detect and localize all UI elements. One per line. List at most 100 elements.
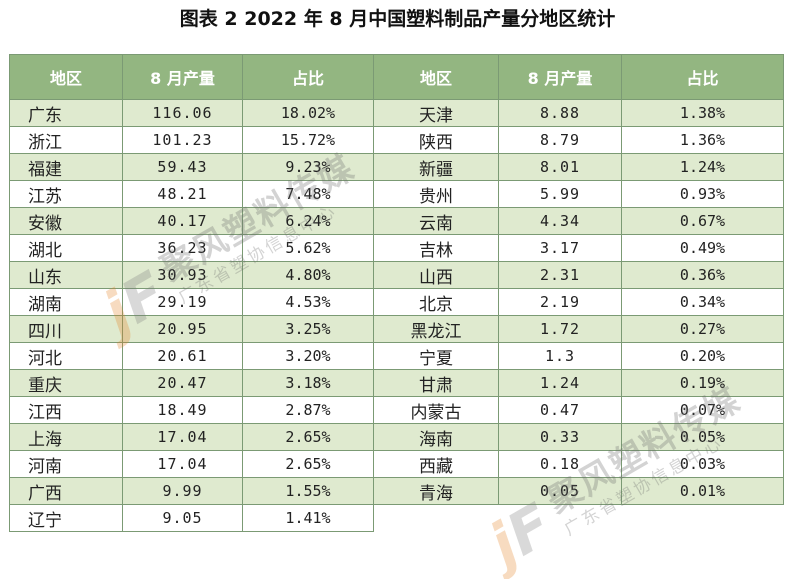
output-cell: 4.34	[498, 207, 622, 235]
output-cell: 36.23	[122, 234, 243, 262]
region-cell: 安徽	[9, 207, 123, 235]
output-cell: 30.93	[122, 261, 243, 289]
region-cell: 海南	[373, 423, 499, 451]
share-cell: 3.20%	[242, 342, 374, 370]
share-cell: 0.93%	[621, 180, 784, 208]
region-cell: 甘肃	[373, 369, 499, 397]
output-cell: 48.21	[122, 180, 243, 208]
share-cell: 3.25%	[242, 315, 374, 343]
share-cell: 18.02%	[242, 99, 374, 127]
share-cell: 5.62%	[242, 234, 374, 262]
output-cell: 29.19	[122, 288, 243, 316]
region-cell: 山东	[9, 261, 123, 289]
output-cell: 20.61	[122, 342, 243, 370]
output-cell: 2.31	[498, 261, 622, 289]
share-cell: 4.80%	[242, 261, 374, 289]
output-cell: 101.23	[122, 126, 243, 154]
share-cell: 2.87%	[242, 396, 374, 424]
region-cell: 山西	[373, 261, 499, 289]
region-cell: 吉林	[373, 234, 499, 262]
empty-cell	[373, 504, 499, 532]
output-cell: 9.99	[122, 477, 243, 505]
table-row: 广西 9.99 1.55% 青海 0.05 0.01%	[9, 477, 784, 505]
output-cell: 20.95	[122, 315, 243, 343]
output-cell: 40.17	[122, 207, 243, 235]
region-cell: 广东	[9, 99, 123, 127]
region-cell: 北京	[373, 288, 499, 316]
table-row: 河南 17.04 2.65% 西藏 0.18 0.03%	[9, 450, 784, 478]
header-share-right: 占比	[621, 54, 784, 100]
region-cell: 江西	[9, 396, 123, 424]
output-cell: 0.33	[498, 423, 622, 451]
share-cell: 0.36%	[621, 261, 784, 289]
output-cell: 59.43	[122, 153, 243, 181]
region-cell: 浙江	[9, 126, 123, 154]
table-row: 浙江 101.23 15.72% 陕西 8.79 1.36%	[9, 126, 784, 154]
region-cell: 新疆	[373, 153, 499, 181]
share-cell: 15.72%	[242, 126, 374, 154]
table-row: 上海 17.04 2.65% 海南 0.33 0.05%	[9, 423, 784, 451]
table-row: 河北 20.61 3.20% 宁夏 1.3 0.20%	[9, 342, 784, 370]
region-cell: 西藏	[373, 450, 499, 478]
region-cell: 河北	[9, 342, 123, 370]
output-cell: 0.05	[498, 477, 622, 505]
share-cell: 7.48%	[242, 180, 374, 208]
share-cell: 9.23%	[242, 153, 374, 181]
table-row: 安徽 40.17 6.24% 云南 4.34 0.67%	[9, 207, 784, 235]
header-region-right: 地区	[373, 54, 499, 100]
region-cell: 福建	[9, 153, 123, 181]
region-cell: 天津	[373, 99, 499, 127]
region-cell: 宁夏	[373, 342, 499, 370]
table-row: 广东 116.06 18.02% 天津 8.88 1.38%	[9, 99, 784, 127]
output-cell: 0.18	[498, 450, 622, 478]
region-cell: 重庆	[9, 369, 123, 397]
table-row: 江西 18.49 2.87% 内蒙古 0.47 0.07%	[9, 396, 784, 424]
table-row: 四川 20.95 3.25% 黑龙江 1.72 0.27%	[9, 315, 784, 343]
share-cell: 1.55%	[242, 477, 374, 505]
share-cell: 0.34%	[621, 288, 784, 316]
output-cell: 8.01	[498, 153, 622, 181]
table-row: 辽宁 9.05 1.41%	[9, 504, 784, 532]
share-cell: 3.18%	[242, 369, 374, 397]
share-cell: 0.03%	[621, 450, 784, 478]
header-output-left: 8 月产量	[122, 54, 243, 100]
output-cell: 1.72	[498, 315, 622, 343]
region-cell: 云南	[373, 207, 499, 235]
share-cell: 0.01%	[621, 477, 784, 505]
share-cell: 0.27%	[621, 315, 784, 343]
table-row: 山东 30.93 4.80% 山西 2.31 0.36%	[9, 261, 784, 289]
header-row: 地区 8 月产量 占比 地区 8 月产量 占比	[9, 54, 784, 100]
output-cell: 8.79	[498, 126, 622, 154]
region-cell: 黑龙江	[373, 315, 499, 343]
output-cell: 2.19	[498, 288, 622, 316]
region-cell: 湖北	[9, 234, 123, 262]
table-row: 湖北 36.23 5.62% 吉林 3.17 0.49%	[9, 234, 784, 262]
output-cell: 3.17	[498, 234, 622, 262]
table-row: 重庆 20.47 3.18% 甘肃 1.24 0.19%	[9, 369, 784, 397]
share-cell: 2.65%	[242, 450, 374, 478]
output-cell: 9.05	[122, 504, 243, 532]
empty-cell	[498, 504, 622, 532]
share-cell: 0.49%	[621, 234, 784, 262]
region-cell: 四川	[9, 315, 123, 343]
share-cell: 1.24%	[621, 153, 784, 181]
region-cell: 湖南	[9, 288, 123, 316]
share-cell: 0.19%	[621, 369, 784, 397]
region-cell: 河南	[9, 450, 123, 478]
region-cell: 上海	[9, 423, 123, 451]
share-cell: 0.05%	[621, 423, 784, 451]
output-cell: 0.47	[498, 396, 622, 424]
table-title: 图表 2 2022 年 8 月中国塑料制品产量分地区统计	[179, 8, 616, 30]
share-cell: 0.67%	[621, 207, 784, 235]
output-cell: 1.3	[498, 342, 622, 370]
region-cell: 青海	[373, 477, 499, 505]
header-output-right: 8 月产量	[498, 54, 622, 100]
table-row: 湖南 29.19 4.53% 北京 2.19 0.34%	[9, 288, 784, 316]
share-cell: 4.53%	[242, 288, 374, 316]
output-cell: 20.47	[122, 369, 243, 397]
region-output-table: 地区 8 月产量 占比 地区 8 月产量 占比 广东 116.06 18.02% 天津…	[9, 54, 784, 532]
share-cell: 1.36%	[621, 126, 784, 154]
output-cell: 18.49	[122, 396, 243, 424]
region-cell: 江苏	[9, 180, 123, 208]
region-cell: 贵州	[373, 180, 499, 208]
